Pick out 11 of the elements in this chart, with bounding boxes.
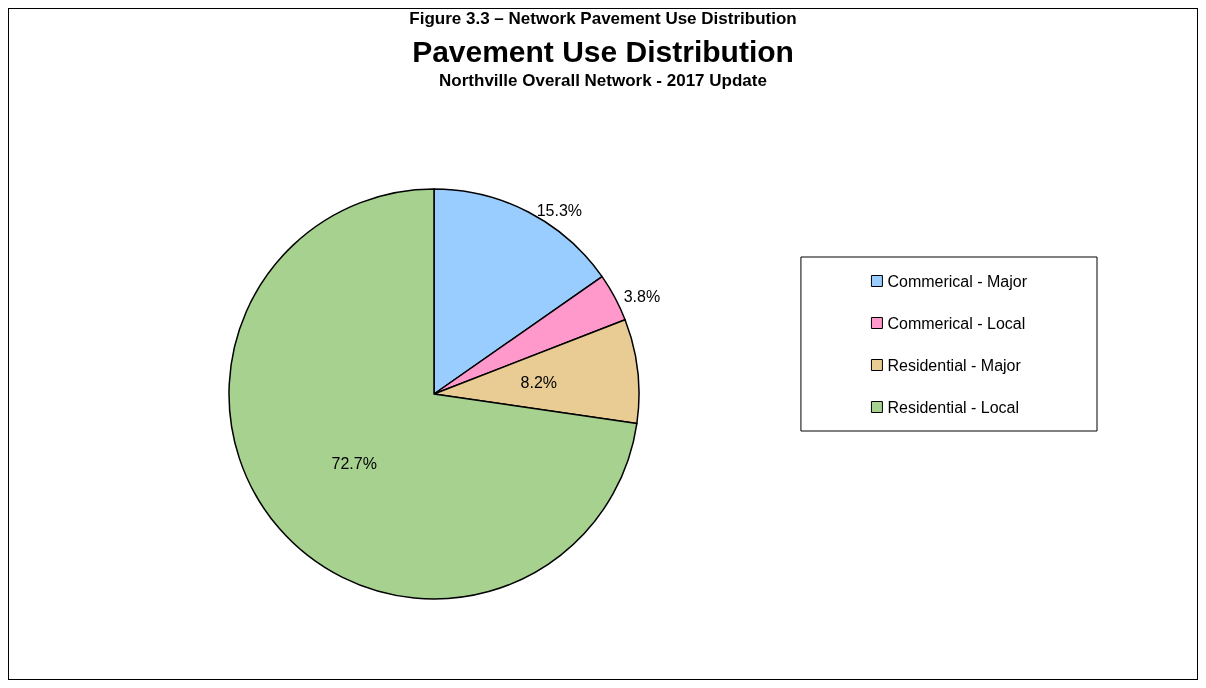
data-label: 8.2% [520,373,558,391]
legend-label: Residential - Local [887,398,1020,416]
legend-label: Commerical - Local [887,314,1026,332]
legend-label: Residential - Major [887,356,1022,374]
data-label: 3.8% [623,288,661,306]
data-label: 72.7% [331,454,377,472]
chart-title: Pavement Use Distribution [412,34,794,68]
data-label: 15.3% [536,201,583,219]
legend-label: Commerical - Major [887,272,1028,290]
chart-subtitle: Northville Overall Network - 2017 Update [439,71,767,90]
caption: Figure 3.3 – Network Pavement Use Distribution [409,9,797,28]
